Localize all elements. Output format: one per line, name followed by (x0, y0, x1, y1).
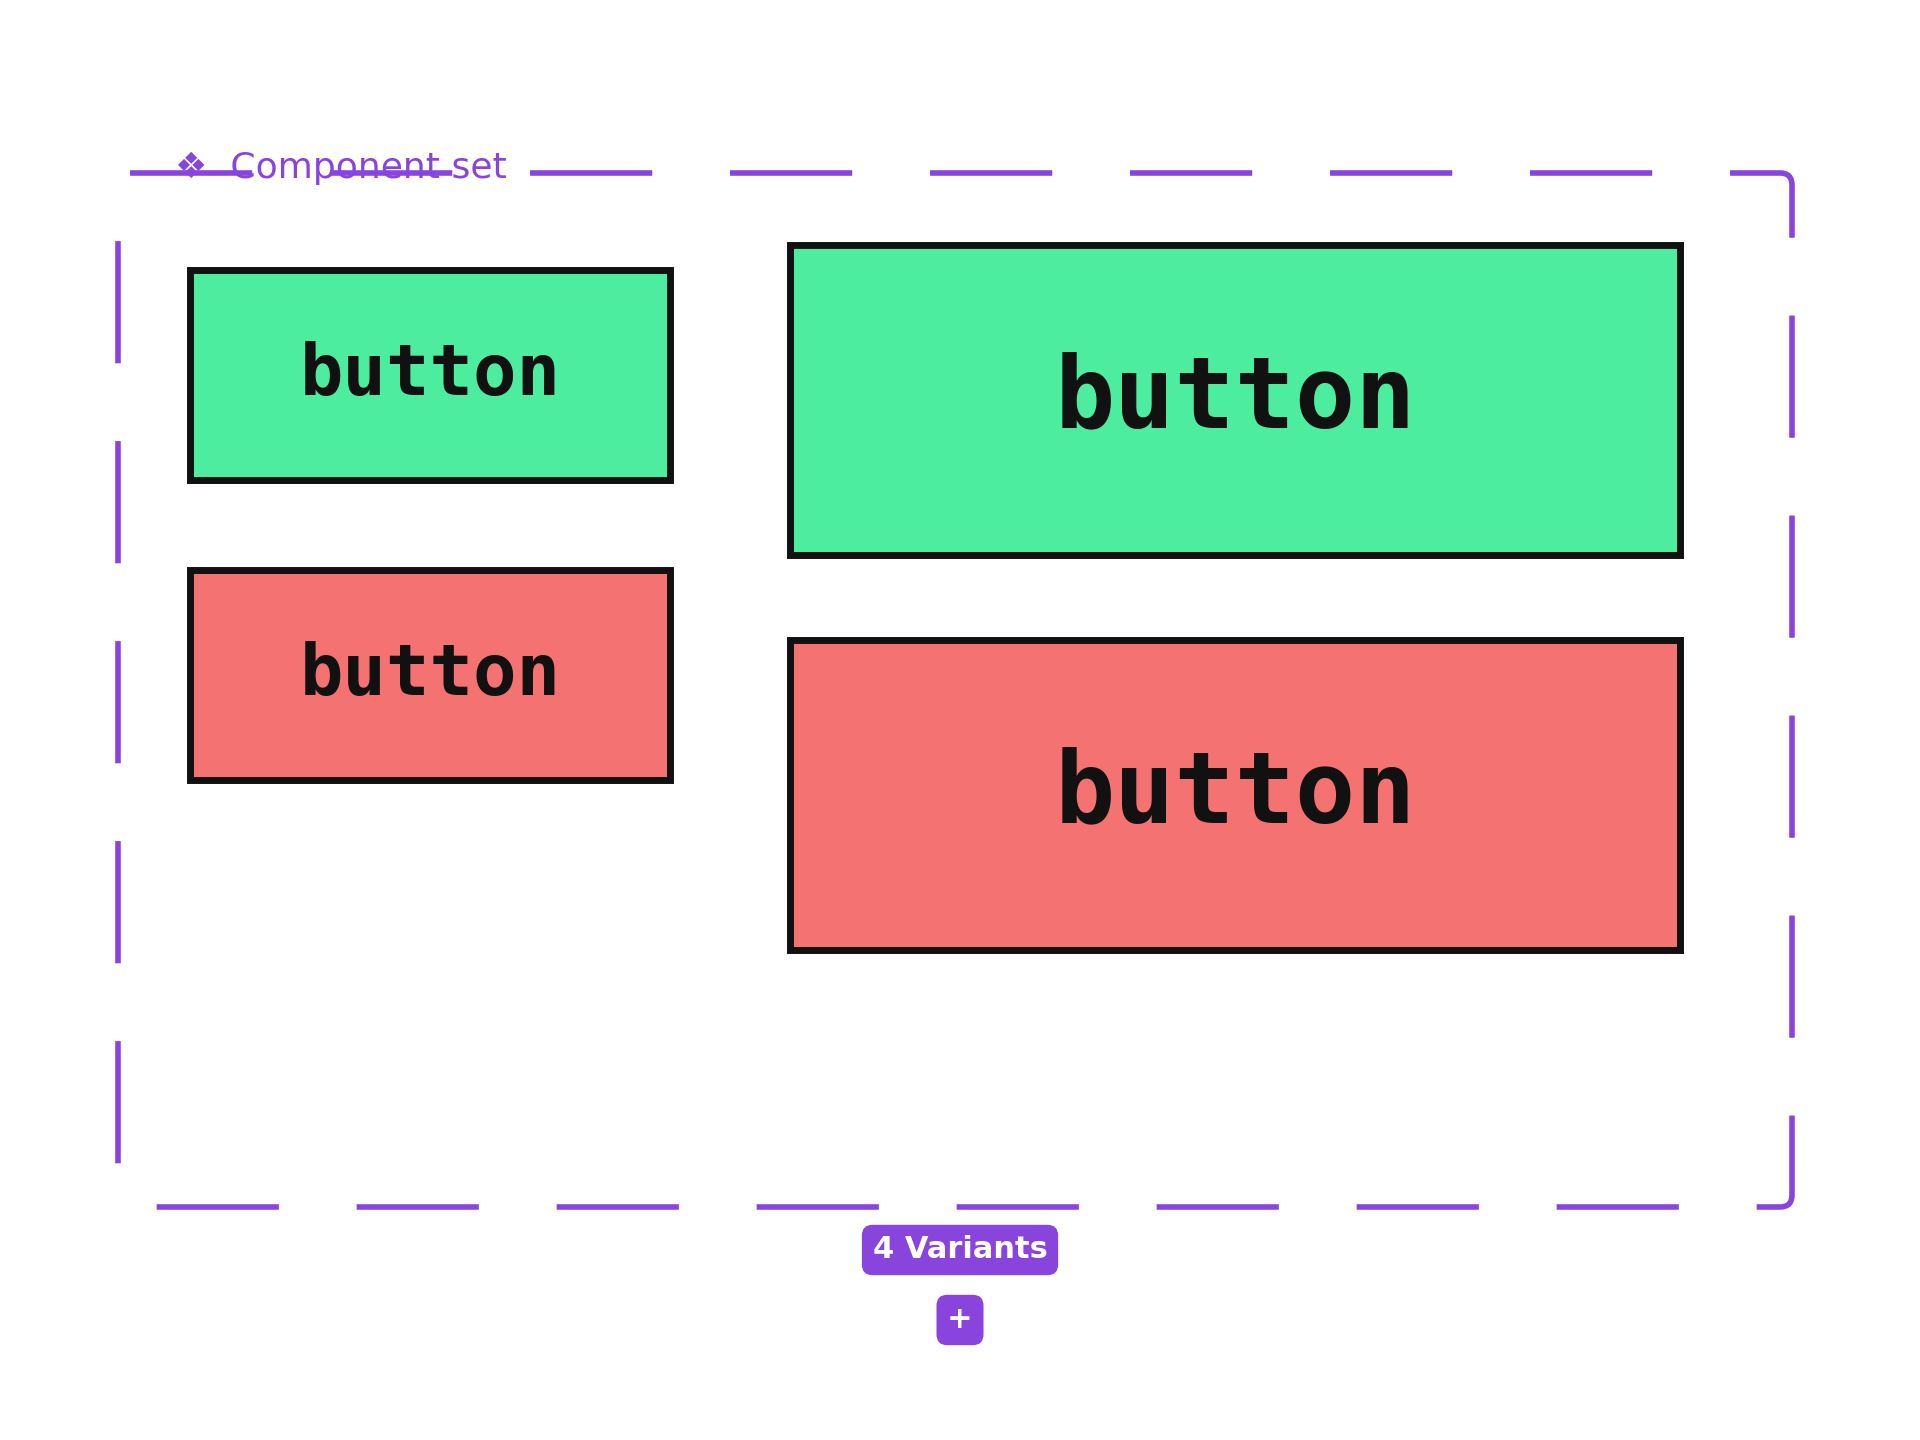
Text: button: button (1054, 351, 1415, 448)
Bar (190, 570, 670, 780)
Bar (190, 271, 670, 480)
Text: +: + (947, 1306, 973, 1335)
Bar (789, 245, 1680, 554)
Text: button: button (300, 641, 561, 710)
Text: 4 Variants: 4 Variants (872, 1236, 1048, 1264)
Bar (789, 639, 1680, 950)
Text: button: button (1054, 746, 1415, 844)
Text: ❖  Component set: ❖ Component set (175, 151, 507, 184)
Text: button: button (300, 340, 561, 409)
